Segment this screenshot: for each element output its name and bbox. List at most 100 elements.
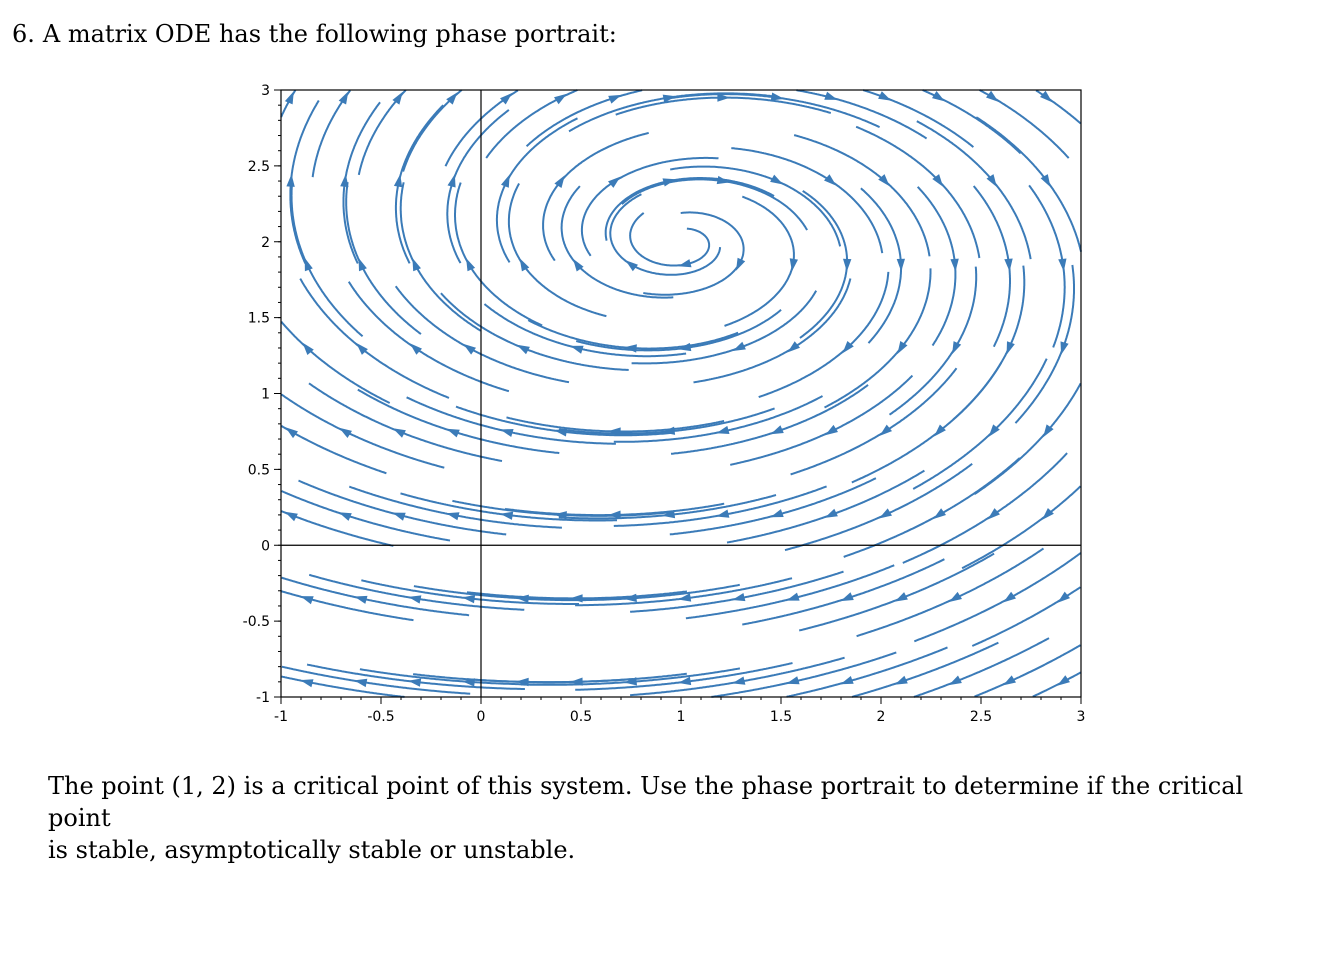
streamline-arrow-86: [824, 174, 837, 186]
streamline-arrow-87: [824, 91, 838, 100]
streamline-69: [643, 211, 745, 296]
y-tick-label: 0.5: [248, 462, 270, 478]
streamline-arrow-46: [554, 175, 565, 188]
streamline-arrow-103: [932, 91, 945, 102]
streamline-arrow-35: [500, 429, 514, 437]
y-tick-label: 1.5: [248, 311, 270, 327]
streamline-arrow-0: [300, 679, 314, 688]
streamline-arrow-96: [948, 675, 962, 686]
streamline-arrow-118: [1040, 174, 1051, 188]
streamline-arrow-37: [519, 258, 530, 272]
streamline-8: [281, 665, 471, 695]
streamline-112: [1032, 671, 1082, 698]
streamline-arrow-80: [840, 676, 854, 685]
streamline-3: [280, 425, 387, 475]
streamline-arrow-7: [284, 91, 294, 105]
streamline-arrow-76: [787, 341, 800, 353]
x-tick-label: 1: [677, 709, 686, 725]
streamline-23: [357, 89, 407, 176]
streamline-114: [961, 485, 1082, 570]
streamline-47: [485, 89, 578, 159]
streamline-arrow-10: [338, 512, 352, 521]
streamline-arrow-6: [286, 174, 295, 187]
streamline-arrow-8: [354, 678, 368, 688]
streamline-arrow-30: [447, 174, 456, 188]
streamline-65: [630, 570, 844, 613]
x-tick-label: 2.5: [970, 709, 992, 725]
streamline-arrow-104: [1003, 675, 1016, 686]
streamline-102: [855, 125, 981, 259]
streamline-arrow-60: [678, 342, 692, 352]
streamline-arrow-66: [716, 509, 730, 518]
streamline-arrow-17: [408, 595, 422, 604]
streamline-arrow-112: [1057, 675, 1070, 686]
streamline-arrow-58: [662, 510, 676, 519]
streamline-arrow-109: [1004, 258, 1013, 272]
streamline-10: [281, 490, 451, 542]
y-tick-label: -0.5: [243, 614, 270, 630]
streamline-arrow-23: [392, 91, 403, 105]
x-tick-label: 0.5: [570, 709, 592, 725]
x-tick-label: -0.5: [367, 709, 394, 725]
streamline-arrow-72: [786, 676, 800, 685]
streamline-arrow-53: [625, 260, 638, 272]
problem-statement: A matrix ODE has the following phase por…: [42, 20, 617, 48]
streamline-arrow-20: [409, 343, 422, 355]
streamline-45: [560, 185, 674, 299]
streamline-106: [902, 452, 1068, 564]
streamline-arrow-47: [554, 93, 567, 105]
streamline-arrow-3: [285, 427, 298, 439]
streamline-arrow-4: [302, 342, 314, 355]
streamline-6: [289, 99, 320, 264]
streamline-arrow-31: [446, 92, 458, 105]
streamline-arrow-34: [500, 511, 514, 520]
streamline-88: [851, 641, 999, 698]
streamline-arrow-70: [716, 175, 730, 185]
streamline-arrow-81: [840, 592, 854, 602]
streamline-87: [796, 89, 928, 140]
streamline-89: [798, 552, 995, 632]
streamline-arrow-15: [338, 91, 349, 105]
streamline-70: [621, 178, 808, 231]
streamline-arrow-48: [624, 677, 637, 686]
streamline-arrow-83: [825, 424, 838, 436]
y-tick-label: 1: [261, 387, 270, 403]
streamlines: [280, 89, 1082, 698]
streamline-18: [298, 479, 507, 536]
streamline-arrow-97: [949, 591, 962, 602]
streamline-arrow-25: [462, 595, 476, 604]
streamline-97: [856, 547, 1045, 638]
streamline-arrow-5: [304, 257, 313, 272]
streamline-12: [299, 278, 450, 399]
streamline-arrow-99: [934, 424, 946, 437]
streamline-arrow-88: [894, 675, 908, 685]
streamline-arrow-50: [608, 510, 621, 519]
streamline-96: [913, 637, 1050, 698]
y-tick-label: -1: [256, 690, 270, 706]
streamline-39: [444, 89, 519, 167]
y-tick-label: 3: [261, 83, 270, 99]
streamline-arrow-22: [393, 174, 403, 188]
streamline-28: [394, 285, 570, 384]
streamline-105: [913, 552, 1082, 643]
streamline-arrow-90: [879, 508, 892, 519]
streamline-arrow-41: [570, 594, 583, 603]
streamline-74: [669, 477, 877, 536]
phase-portrait-figure: -1 -0.5 0 0.5 1 1.5 2 2.5 3 3 2.5 2 1.5 1 0.5 0 -0.5 -1: [195, 80, 1095, 744]
streamline-38: [495, 117, 578, 263]
streamline-arrow-108: [1006, 341, 1015, 355]
streamline-arrow-93: [896, 258, 905, 272]
streamline-arrow-55: [608, 94, 622, 104]
streamline-arrow-28: [463, 343, 476, 355]
streamline-arrow-59: [662, 426, 676, 435]
streamline-61: [629, 212, 711, 267]
streamline-arrow-61: [678, 259, 692, 268]
streamline-arrow-57: [678, 593, 692, 602]
streamline-arrow-110: [986, 174, 997, 187]
streamline-109: [972, 185, 1011, 348]
streamline-arrow-12: [356, 342, 368, 355]
streamline-arrow-44: [570, 345, 584, 354]
streamline-76: [693, 278, 852, 384]
streamline-13: [345, 181, 422, 335]
phase-portrait-plot: -1 -0.5 0 0.5 1 1.5 2 2.5 3 3 2.5 2 1.5 1 0.5 0 -0.5 -1: [243, 83, 1086, 725]
